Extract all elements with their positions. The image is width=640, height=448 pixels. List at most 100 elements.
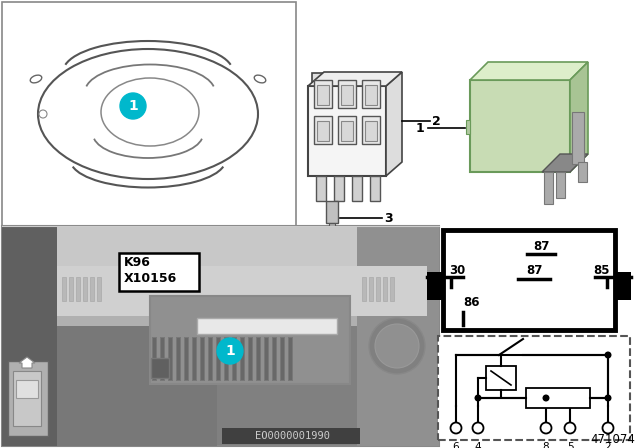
Text: 471074: 471074 (590, 433, 635, 446)
Bar (273, 338, 276, 380)
Bar (62, 277, 66, 301)
Bar (352, 176, 362, 201)
Bar (176, 337, 181, 381)
Bar (280, 337, 285, 381)
Bar (216, 337, 221, 381)
Bar (544, 172, 553, 204)
Bar (376, 277, 380, 301)
Bar (272, 337, 277, 381)
Ellipse shape (101, 78, 199, 146)
Polygon shape (308, 72, 402, 86)
Bar (152, 337, 157, 381)
Bar (526, 388, 590, 408)
Bar (232, 337, 237, 381)
Bar (233, 338, 236, 380)
Bar (308, 86, 386, 176)
Bar (326, 201, 338, 223)
Bar (329, 223, 335, 233)
Polygon shape (542, 154, 588, 172)
Bar (486, 366, 516, 390)
Bar (169, 338, 172, 380)
Bar (390, 277, 394, 301)
Bar (153, 338, 156, 380)
Text: 1: 1 (225, 344, 235, 358)
Bar (326, 73, 337, 86)
Bar (338, 80, 356, 108)
Bar (13, 371, 41, 426)
Circle shape (605, 352, 611, 358)
Bar (341, 121, 353, 141)
Bar (338, 116, 356, 144)
Bar (354, 73, 365, 86)
Bar (334, 238, 340, 250)
Bar (256, 337, 261, 381)
Bar (383, 277, 387, 301)
Circle shape (39, 110, 47, 118)
Text: 3: 3 (384, 211, 392, 224)
Bar (427, 272, 443, 300)
Bar (365, 85, 377, 105)
Bar (317, 121, 329, 141)
Bar (248, 337, 253, 381)
Text: 85: 85 (593, 264, 609, 277)
Bar (224, 337, 229, 381)
Bar (193, 338, 196, 380)
Bar (438, 336, 630, 440)
Bar (357, 226, 439, 446)
Bar (370, 176, 380, 201)
Bar (57, 326, 217, 446)
Text: 6: 6 (452, 442, 460, 448)
Bar (362, 80, 380, 108)
Bar (57, 266, 427, 316)
Bar (314, 116, 332, 144)
Text: 2: 2 (605, 442, 611, 448)
Circle shape (369, 318, 425, 374)
Text: 30: 30 (449, 264, 465, 277)
Bar (572, 112, 584, 164)
Bar (160, 337, 165, 381)
Text: 87: 87 (533, 240, 549, 253)
Bar (2, 226, 439, 446)
Bar (334, 176, 344, 201)
Circle shape (602, 422, 614, 434)
Text: 4: 4 (475, 442, 481, 448)
Bar (217, 338, 220, 380)
Circle shape (120, 93, 146, 119)
Bar (90, 277, 94, 301)
Text: 2: 2 (432, 115, 441, 128)
Bar (314, 80, 332, 108)
Bar (312, 73, 323, 86)
Bar (316, 176, 326, 201)
Text: 1: 1 (128, 99, 138, 113)
Bar (241, 338, 244, 380)
Bar (470, 80, 570, 172)
Bar (225, 338, 228, 380)
Bar (200, 337, 205, 381)
Text: 86: 86 (463, 296, 479, 309)
Bar (16, 380, 38, 398)
Text: 1: 1 (415, 121, 424, 134)
Bar (265, 338, 268, 380)
Bar (222, 428, 360, 444)
Ellipse shape (30, 75, 42, 83)
Bar (340, 73, 351, 86)
Bar (578, 162, 587, 182)
Bar (317, 85, 329, 105)
Circle shape (472, 422, 483, 434)
Bar (83, 277, 87, 301)
Bar (201, 338, 204, 380)
Text: 87: 87 (526, 264, 542, 277)
Bar (161, 338, 164, 380)
Bar (184, 337, 189, 381)
Bar (185, 338, 188, 380)
Bar (264, 337, 269, 381)
Polygon shape (470, 62, 588, 80)
Bar (289, 338, 292, 380)
Bar (69, 277, 73, 301)
Bar (2, 226, 57, 446)
Circle shape (541, 422, 552, 434)
Bar (615, 272, 631, 300)
Text: EO0000001990: EO0000001990 (255, 431, 330, 441)
Bar (443, 230, 615, 330)
Bar (341, 85, 353, 105)
